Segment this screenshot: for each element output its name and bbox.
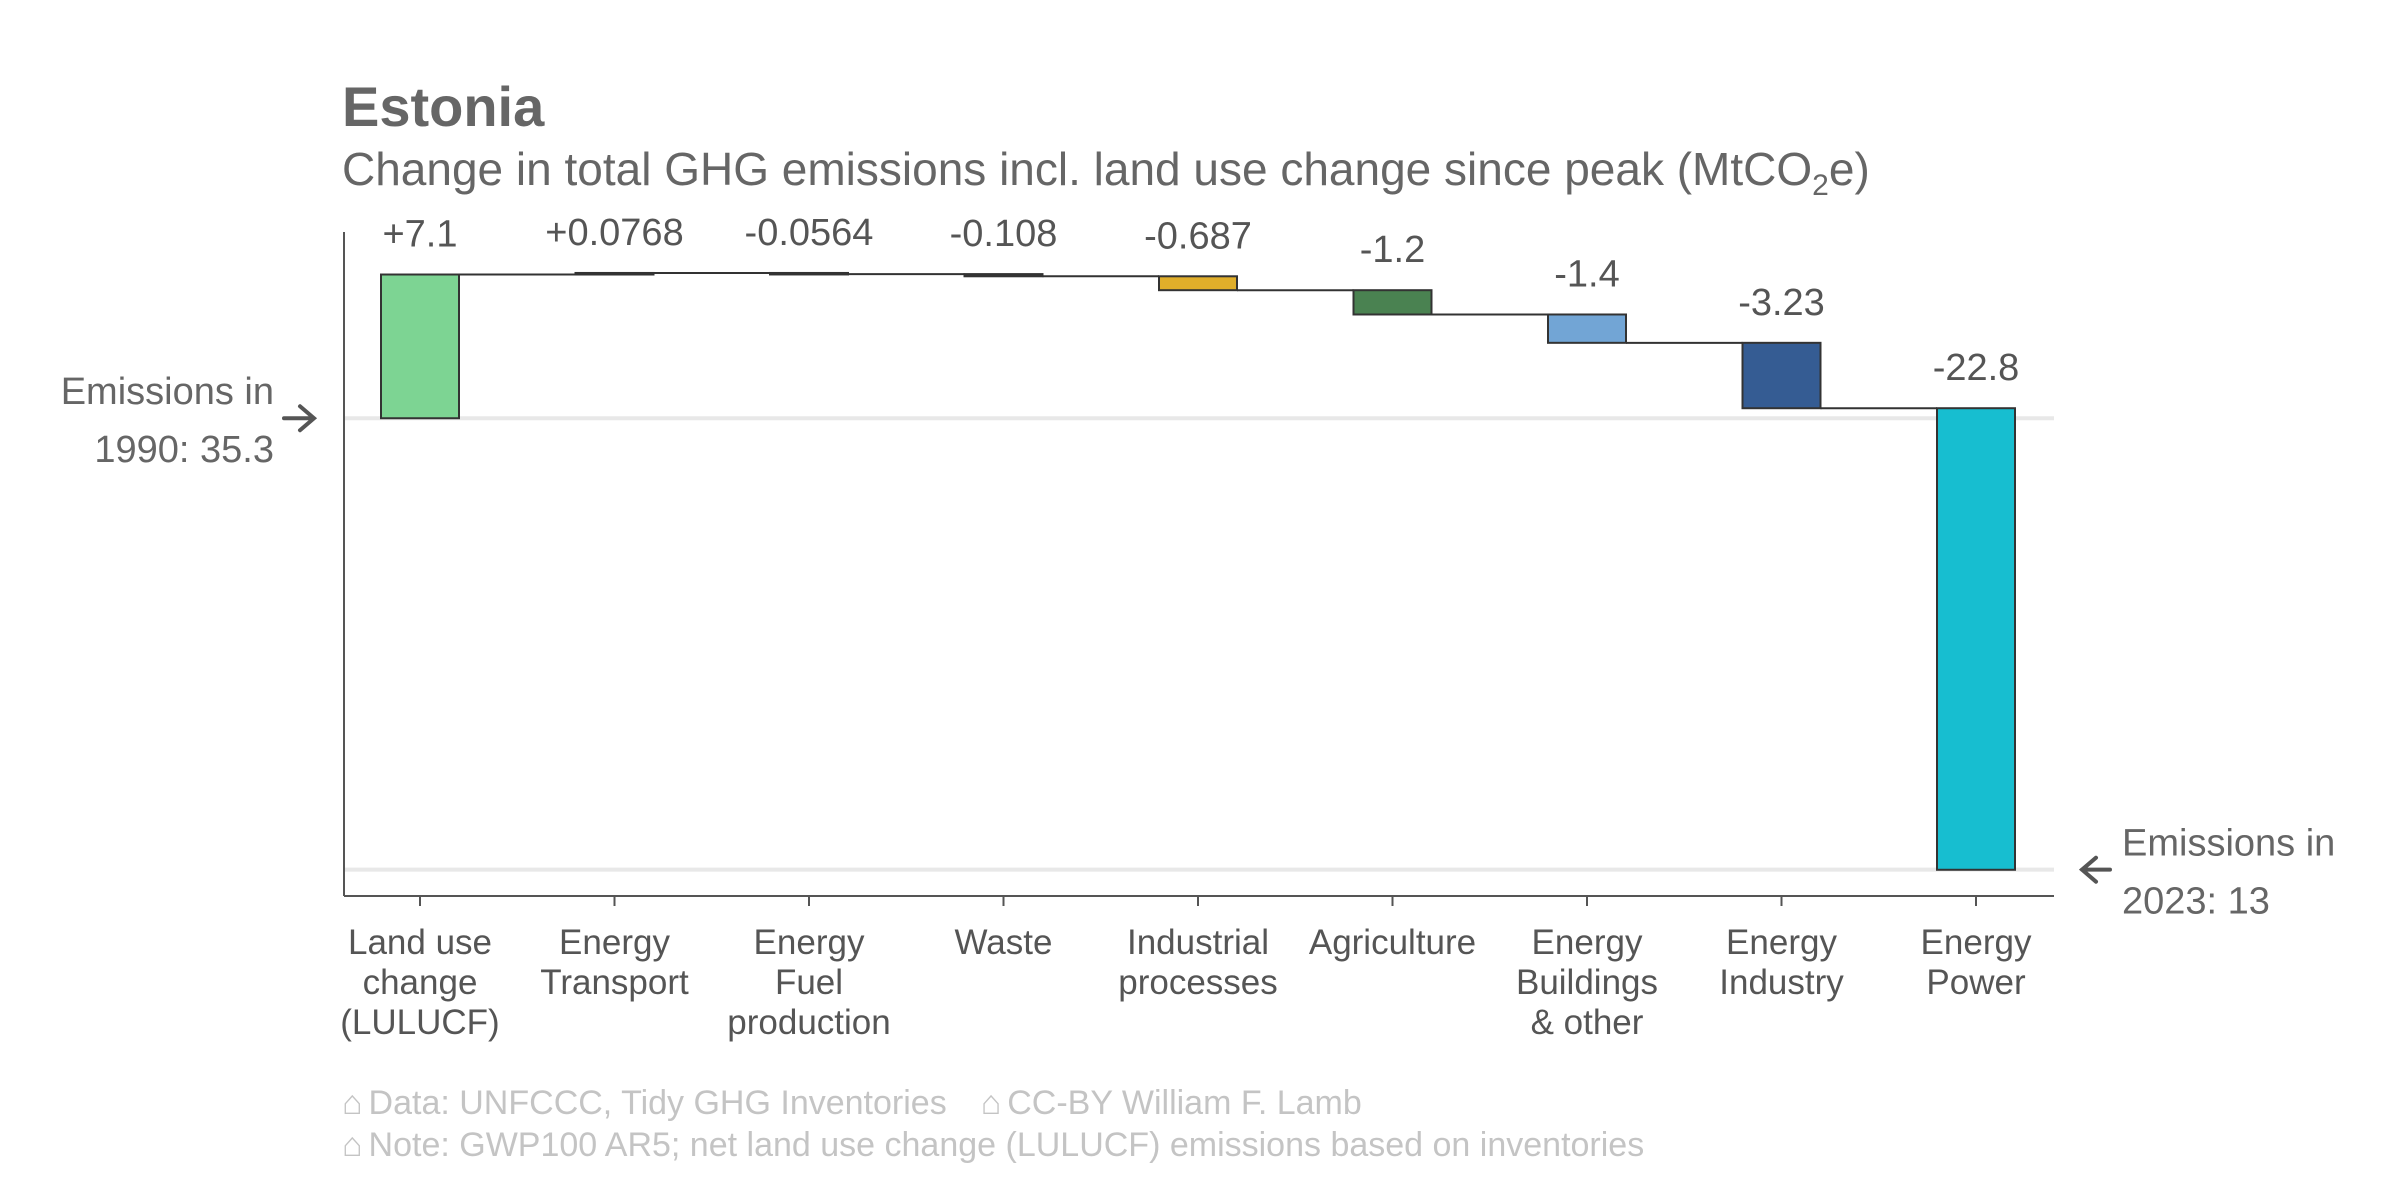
value-label-3: -0.108 — [950, 213, 1058, 255]
home-icon: ⌂ — [980, 1084, 1002, 1122]
home-icon: ⌂ — [342, 1084, 363, 1122]
x-tick-label-3-0: Waste — [955, 923, 1053, 962]
value-label-0: +7.1 — [382, 214, 457, 256]
x-tick-label-7-1: Industry — [1719, 963, 1844, 1002]
bar-4 — [1158, 275, 1238, 292]
value-label-7: -3.23 — [1738, 282, 1825, 324]
x-tick-label-2-0: Energy — [754, 923, 865, 962]
bar-3 — [963, 273, 1044, 278]
bar-6 — [1547, 313, 1627, 344]
value-label-5: -1.2 — [1360, 229, 1425, 271]
bar-0 — [380, 273, 460, 420]
bar-1 — [574, 271, 655, 276]
end-annotation-line-0: Emissions in — [2122, 823, 2335, 865]
end-annotation-line-1: 2023: 13 — [2122, 881, 2270, 923]
chart-subtitle: Change in total GHG emissions incl. land… — [342, 142, 1870, 203]
x-tick-label-4-1: processes — [1118, 963, 1278, 1002]
x-tick-label-2-1: Fuel — [775, 963, 843, 1002]
value-label-2: -0.0564 — [745, 212, 874, 254]
chart-title: Estonia — [342, 75, 545, 138]
value-label-4: -0.687 — [1144, 215, 1252, 257]
caption-data-source: Data: UNFCCC, Tidy GHG Inventories — [368, 1084, 947, 1122]
x-tick-label-6-1: Buildings — [1516, 963, 1658, 1002]
caption-note: ⌂ Note: GWP100 AR5; net land use change (… — [342, 1126, 1644, 1165]
x-tick-label-5-0: Agriculture — [1309, 923, 1476, 962]
start-annotation-line-1: 1990: 35.3 — [94, 429, 274, 471]
caption-source: ⌂ Data: UNFCCC, Tidy GHG Inventories ⌂ CC-B… — [342, 1084, 1362, 1123]
bar-2 — [769, 271, 849, 276]
start-arrow-icon — [282, 404, 318, 433]
x-tick-label-0-1: change — [363, 963, 478, 1002]
subtitle-subscript: 2 — [1812, 169, 1829, 203]
x-tick-label-4-0: Industrial — [1127, 923, 1269, 962]
x-tick-label-1-0: Energy — [559, 923, 670, 962]
value-label-6: -1.4 — [1554, 253, 1619, 295]
x-tick-label-6-0: Energy — [1532, 923, 1643, 962]
x-tick-label-1-1: Transport — [540, 963, 689, 1002]
x-tick-label-8-0: Energy — [1921, 923, 2032, 962]
home-icon: ⌂ — [342, 1126, 363, 1164]
caption-note-text: Note: GWP100 AR5; net land use change (L… — [368, 1126, 1645, 1164]
x-tick-label-8-1: Power — [1926, 963, 2026, 1002]
subtitle-text: Change in total GHG emissions incl. land… — [342, 143, 1813, 195]
value-label-8: -22.8 — [1933, 347, 2020, 389]
x-tick-label-7-0: Energy — [1726, 923, 1837, 962]
caption-license: CC-BY William F. Lamb — [1007, 1084, 1362, 1122]
bar-8 — [1936, 407, 2016, 871]
start-annotation-line-0: Emissions in — [61, 371, 274, 413]
bar-5 — [1352, 289, 1433, 316]
x-tick-label-2-2: production — [727, 1003, 890, 1042]
subtitle-suffix: e) — [1828, 143, 1870, 195]
x-tick-label-0-0: Land use — [348, 923, 492, 962]
x-tick-label-6-2: & other — [1531, 1003, 1644, 1042]
value-label-1: +0.0768 — [545, 212, 683, 254]
x-tick-label-0-2: (LULUCF) — [340, 1003, 499, 1042]
bar-7 — [1741, 341, 1822, 410]
end-arrow-icon — [2078, 855, 2112, 884]
